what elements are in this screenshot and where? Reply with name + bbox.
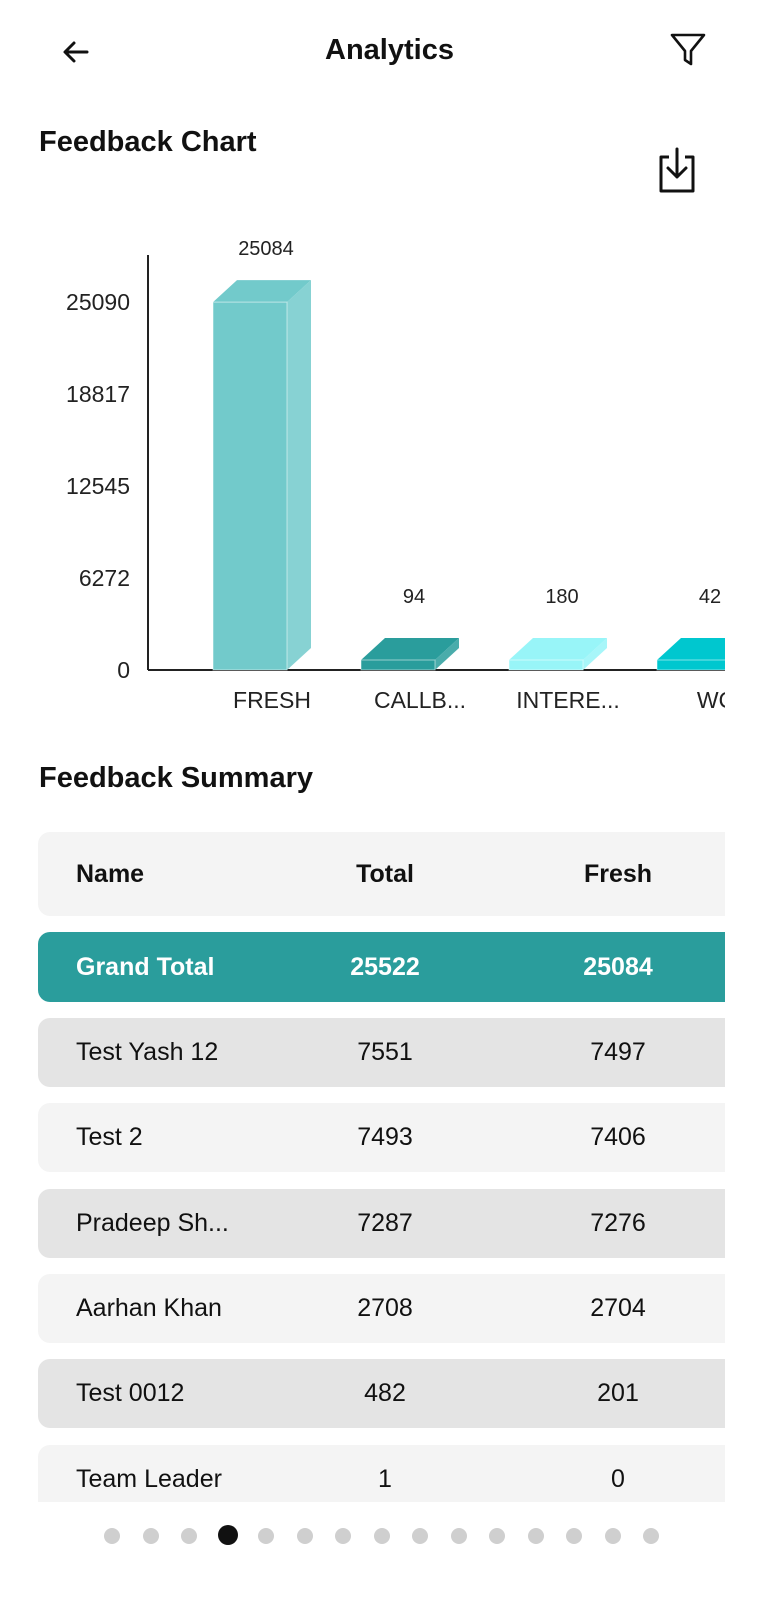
- filter-funnel-icon: [670, 33, 706, 66]
- grand-total-fresh: 25084: [583, 952, 653, 981]
- download-chart-button[interactable]: [652, 142, 702, 198]
- page-dot-active[interactable]: [217, 1525, 238, 1545]
- grand-total-label: Grand Total: [76, 952, 215, 981]
- row-total: 1: [378, 1465, 392, 1493]
- bar-front: [656, 659, 725, 671]
- page-dot[interactable]: [604, 1528, 621, 1544]
- bar-value-label: 180: [545, 586, 578, 608]
- bar-front: [508, 659, 584, 671]
- row-fresh: 201: [597, 1379, 639, 1407]
- page-dot[interactable]: [181, 1528, 197, 1544]
- feedback-bar-chart: 25090 18817 12545 6272 0 25084 FRESH 94 CALLB...…: [66, 238, 755, 713]
- page-dot[interactable]: [450, 1528, 467, 1544]
- bar-1[interactable]: [360, 638, 459, 671]
- table-row[interactable]: Test 2 7493 7406: [38, 1103, 725, 1172]
- row-fresh: 7497: [590, 1038, 646, 1066]
- page-dot[interactable]: [527, 1528, 544, 1544]
- row-fresh: 0: [611, 1465, 625, 1493]
- table-row[interactable]: Test 0012 482 201: [38, 1359, 725, 1428]
- page-dot[interactable]: [489, 1528, 505, 1544]
- row-total: 7287: [357, 1209, 413, 1237]
- bar-0[interactable]: [212, 280, 311, 671]
- y-tick-label: 18817: [66, 381, 130, 407]
- bar-top: [657, 638, 725, 660]
- page-dot[interactable]: [373, 1528, 390, 1544]
- table-row[interactable]: Team Leader 1 0: [38, 1445, 725, 1502]
- bar-top: [509, 638, 607, 660]
- row-fresh: 7406: [590, 1123, 646, 1151]
- bar-front: [212, 301, 288, 671]
- row-name: Pradeep Sh...: [76, 1209, 229, 1237]
- page-title: Analytics: [325, 34, 454, 66]
- row-name: Test Yash 12: [76, 1038, 219, 1066]
- page-dot[interactable]: [566, 1528, 582, 1544]
- bar-side: [583, 638, 607, 670]
- page-dot[interactable]: [412, 1528, 428, 1544]
- bar-side: [731, 638, 755, 670]
- filter-button[interactable]: [666, 28, 710, 72]
- column-header-name: Name: [76, 859, 145, 888]
- bar-value-label: 94: [403, 586, 425, 608]
- row-fresh: 7276: [590, 1209, 646, 1237]
- y-tick-label: 6272: [79, 565, 130, 591]
- page-dot[interactable]: [104, 1528, 120, 1544]
- bar-value-label: 42: [699, 586, 721, 608]
- feedback-summary-table[interactable]: Name Total Fresh Grand Total 25522 25084…: [38, 832, 725, 1502]
- back-button[interactable]: [54, 30, 98, 74]
- y-tick-label: 25090: [66, 289, 130, 315]
- feedback-chart-title: Feedback Chart: [39, 126, 257, 158]
- page-dot[interactable]: [142, 1528, 159, 1544]
- table-header-row: Name Total Fresh: [38, 832, 725, 916]
- page-dot[interactable]: [643, 1528, 659, 1544]
- arrow-left-icon: [63, 41, 89, 63]
- feedback-summary-title: Feedback Summary: [39, 762, 314, 794]
- bar-side: [435, 638, 459, 670]
- x-category-label: CALLB...: [374, 687, 466, 713]
- x-category-label: WC: [697, 687, 735, 713]
- bar-value-label: 25084: [238, 238, 294, 260]
- page-indicator[interactable]: [0, 1524, 779, 1548]
- bar-3[interactable]: [656, 638, 755, 671]
- row-total: 2708: [357, 1294, 413, 1322]
- row-fresh: 2704: [590, 1294, 646, 1322]
- table-row[interactable]: Pradeep Sh... 7287 7276: [38, 1189, 725, 1258]
- row-name: Aarhan Khan: [76, 1294, 222, 1322]
- page-dot[interactable]: [258, 1528, 274, 1544]
- y-tick-label: 12545: [66, 473, 130, 499]
- download-icon: [659, 147, 695, 193]
- row-total: 482: [364, 1379, 406, 1407]
- y-tick-label: 0: [117, 657, 130, 683]
- x-category-label: INTERE...: [516, 687, 620, 713]
- top-bar: Analytics: [0, 0, 779, 105]
- row-total: 7551: [357, 1038, 413, 1066]
- bar-front: [360, 659, 436, 671]
- row-name: Test 2: [76, 1123, 143, 1151]
- bar-side: [287, 280, 311, 670]
- bar-top: [361, 638, 459, 660]
- column-header-fresh: Fresh: [583, 859, 653, 888]
- grand-total-row[interactable]: Grand Total 25522 25084: [38, 932, 725, 1002]
- row-name: Test 0012: [76, 1379, 185, 1407]
- bar-top: [213, 280, 311, 303]
- row-name: Team Leader: [76, 1465, 222, 1493]
- page-dot[interactable]: [296, 1528, 313, 1544]
- row-total: 7493: [357, 1123, 413, 1151]
- table-row[interactable]: Aarhan Khan 2708 2704: [38, 1274, 725, 1343]
- page-dot[interactable]: [335, 1528, 351, 1544]
- x-category-label: FRESH: [233, 687, 311, 713]
- grand-total-total: 25522: [350, 952, 420, 981]
- column-header-total: Total: [356, 859, 414, 888]
- table-row[interactable]: Test Yash 12 7551 7497: [38, 1018, 725, 1087]
- bar-2[interactable]: [508, 638, 607, 671]
